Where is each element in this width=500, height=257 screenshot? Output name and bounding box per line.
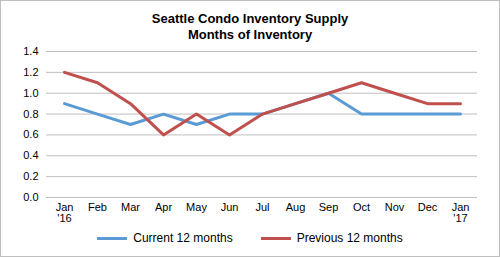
svg-text:Sep: Sep <box>319 201 339 213</box>
svg-text:1.4: 1.4 <box>23 45 38 57</box>
svg-text:0.8: 0.8 <box>23 108 38 120</box>
svg-text:0.6: 0.6 <box>23 128 38 140</box>
html-text:Seattle Condo Inventory Supply: Seattle Condo Inventory Supply Months of… <box>151 11 349 42</box>
svg-text:Nov: Nov <box>385 201 405 213</box>
svg-text:1.2: 1.2 <box>23 66 38 78</box>
svg-text:Oct: Oct <box>353 201 370 213</box>
svg-text:Apr: Apr <box>155 201 172 213</box>
svg-text:Jul: Jul <box>255 201 269 213</box>
svg-text:0.2: 0.2 <box>23 170 38 182</box>
svg-text:Feb: Feb <box>88 201 107 213</box>
svg-text:Jun: Jun <box>221 201 239 213</box>
svg-text:0.0: 0.0 <box>23 191 38 203</box>
html-text:Previous 12 months: Previous 12 months <box>296 231 403 245</box>
svg-text:Jan'16: Jan'16 <box>56 201 74 224</box>
svg-text:Aug: Aug <box>286 201 306 213</box>
svg-text:0.4: 0.4 <box>23 149 38 161</box>
svg-text:1.0: 1.0 <box>23 87 38 99</box>
svg-text:Jan'17: Jan'17 <box>452 201 470 224</box>
svg-text:May: May <box>186 201 207 213</box>
html-text:Current 12 months: Current 12 months <box>133 231 233 245</box>
svg-text:Dec: Dec <box>418 201 438 213</box>
svg-text:Mar: Mar <box>121 201 140 213</box>
